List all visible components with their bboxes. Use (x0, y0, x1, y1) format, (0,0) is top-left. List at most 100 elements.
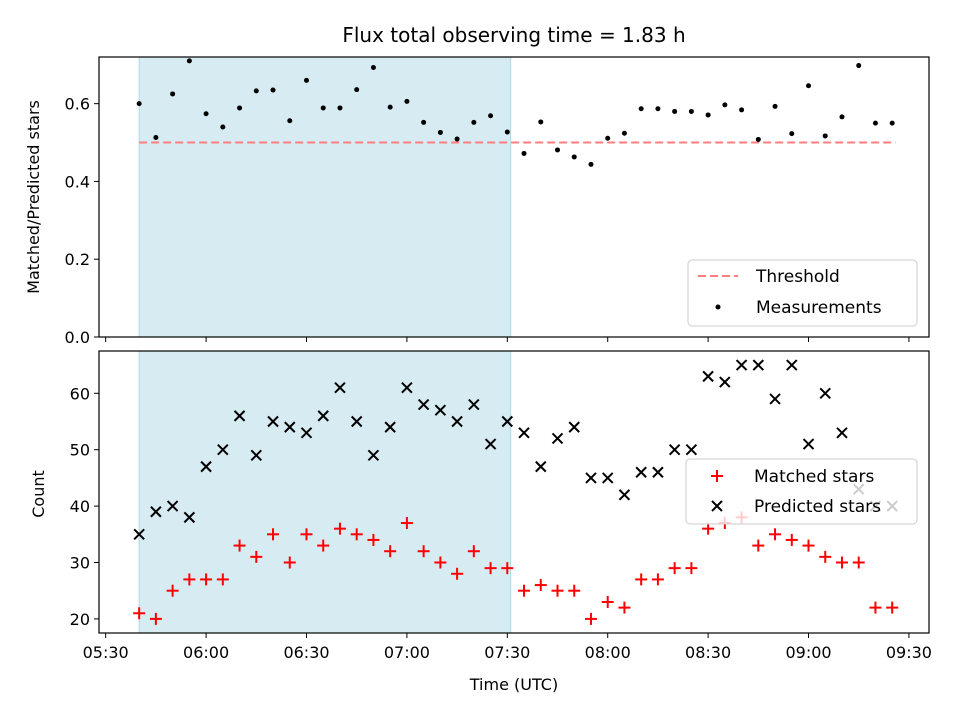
measurement-point (370, 65, 376, 70)
predicted-star-point (317, 410, 329, 422)
matched-star-point (702, 522, 715, 535)
predicted-star-point (702, 370, 714, 383)
y-tick-label: 50 (70, 441, 90, 460)
bottom-shaded-span (138, 350, 512, 634)
predicted-star-point (652, 466, 664, 478)
x-tick-label: 09:00 (785, 643, 831, 662)
legend-matched-swatch (711, 470, 723, 482)
predicted-star-point (719, 376, 731, 388)
matched-star-point (333, 522, 346, 535)
measurement-point (755, 136, 761, 142)
y-tick-label: 40 (70, 497, 90, 516)
predicted-star-point (601, 472, 614, 484)
measurement-point (454, 136, 460, 142)
bottom-legend: Matched stars Predicted stars (685, 458, 918, 525)
matched-star-point (618, 601, 631, 614)
predicted-star-point (267, 415, 279, 428)
matched-star-point (819, 550, 832, 563)
measurement-point (688, 108, 694, 114)
bottom-xlabel: Time (UTC) (469, 675, 558, 694)
predicted-star-point (819, 387, 831, 400)
matched-star-point (886, 601, 899, 614)
y-tick-label: 0.4 (65, 172, 90, 191)
predicted-star-point (150, 506, 162, 518)
measurement-point (722, 102, 728, 108)
matched-star-point (752, 539, 765, 552)
top-legend: Threshold Measurements (687, 259, 918, 327)
predicted-star-point (484, 438, 497, 450)
predicted-star-point (434, 404, 447, 416)
predicted-star-point (836, 427, 848, 439)
matched-star-point (233, 539, 246, 552)
matched-star-point (183, 573, 196, 586)
matched-star-point (685, 562, 698, 575)
matched-star-point (300, 528, 313, 541)
matched-star-point (133, 607, 146, 620)
measurement-point (638, 106, 644, 112)
measurement-point (287, 118, 293, 124)
matched-star-point (216, 573, 229, 586)
matched-star-point (467, 545, 480, 558)
measurement-point (655, 106, 661, 112)
predicted-star-point (618, 489, 631, 501)
predicted-star-point (685, 443, 698, 456)
y-tick-label: 0.6 (65, 95, 90, 114)
predicted-star-point (367, 449, 380, 462)
matched-star-point (584, 612, 597, 625)
predicted-star-point (384, 421, 396, 433)
measurement-point (571, 154, 577, 160)
measurement-point (488, 113, 494, 119)
predicted-star-point (786, 359, 798, 371)
predicted-star-point (417, 398, 430, 411)
predicted-star-point (551, 432, 564, 445)
matched-star-point (852, 556, 865, 569)
measurement-point (337, 105, 343, 111)
predicted-star-point (401, 381, 413, 394)
measurement-point (806, 83, 812, 89)
matched-star-point (518, 584, 531, 597)
matched-star-point (769, 528, 782, 541)
measurement-point (538, 119, 544, 125)
predicted-star-point (350, 415, 363, 428)
measurement-point (220, 124, 226, 130)
predicted-star-point (468, 398, 480, 411)
predicted-star-point (568, 421, 580, 433)
legend-threshold-label: Threshold (755, 267, 840, 287)
x-tick-label: 06:30 (283, 643, 329, 662)
top-legend-box (687, 259, 918, 327)
measurement-point (772, 103, 778, 109)
matched-star-point (250, 550, 263, 563)
top-ylabel: Matched/Predicted stars (24, 100, 43, 294)
y-tick-label: 20 (70, 610, 90, 629)
predicted-star-point (585, 472, 597, 484)
predicted-star-point (752, 359, 765, 371)
matched-star-point (668, 562, 681, 575)
predicted-star-point (284, 421, 296, 433)
measurement-point (705, 112, 711, 118)
matched-star-point (835, 556, 848, 569)
top-panel: 0.0 0.2 0.4 0.6 Matched/Predicted stars Thr… (24, 56, 930, 347)
measurement-point (387, 104, 393, 110)
predicted-star-point (501, 415, 514, 428)
legend-measurements-label: Measurements (756, 298, 882, 318)
bottom-ylabel: Count (29, 470, 48, 518)
predicted-star-point (250, 449, 263, 462)
measurement-point (186, 58, 192, 64)
matched-star-point (283, 556, 296, 569)
measurement-point (822, 133, 828, 139)
predicted-star-point (166, 500, 179, 512)
measurement-point (872, 120, 878, 126)
predicted-star-point (769, 393, 781, 405)
predicted-star-point (802, 438, 815, 450)
matched-star-point (367, 533, 380, 546)
measurement-point (136, 101, 142, 107)
legend-matched-label: Matched stars (754, 467, 874, 487)
bottom-legend-box (685, 458, 918, 525)
matched-star-point (551, 584, 564, 597)
measurement-point (270, 87, 276, 93)
measurement-point (170, 91, 176, 97)
measurement-point (237, 105, 243, 111)
measurement-point (839, 114, 845, 120)
matched-star-point (451, 567, 464, 580)
matched-star-point (166, 584, 179, 597)
